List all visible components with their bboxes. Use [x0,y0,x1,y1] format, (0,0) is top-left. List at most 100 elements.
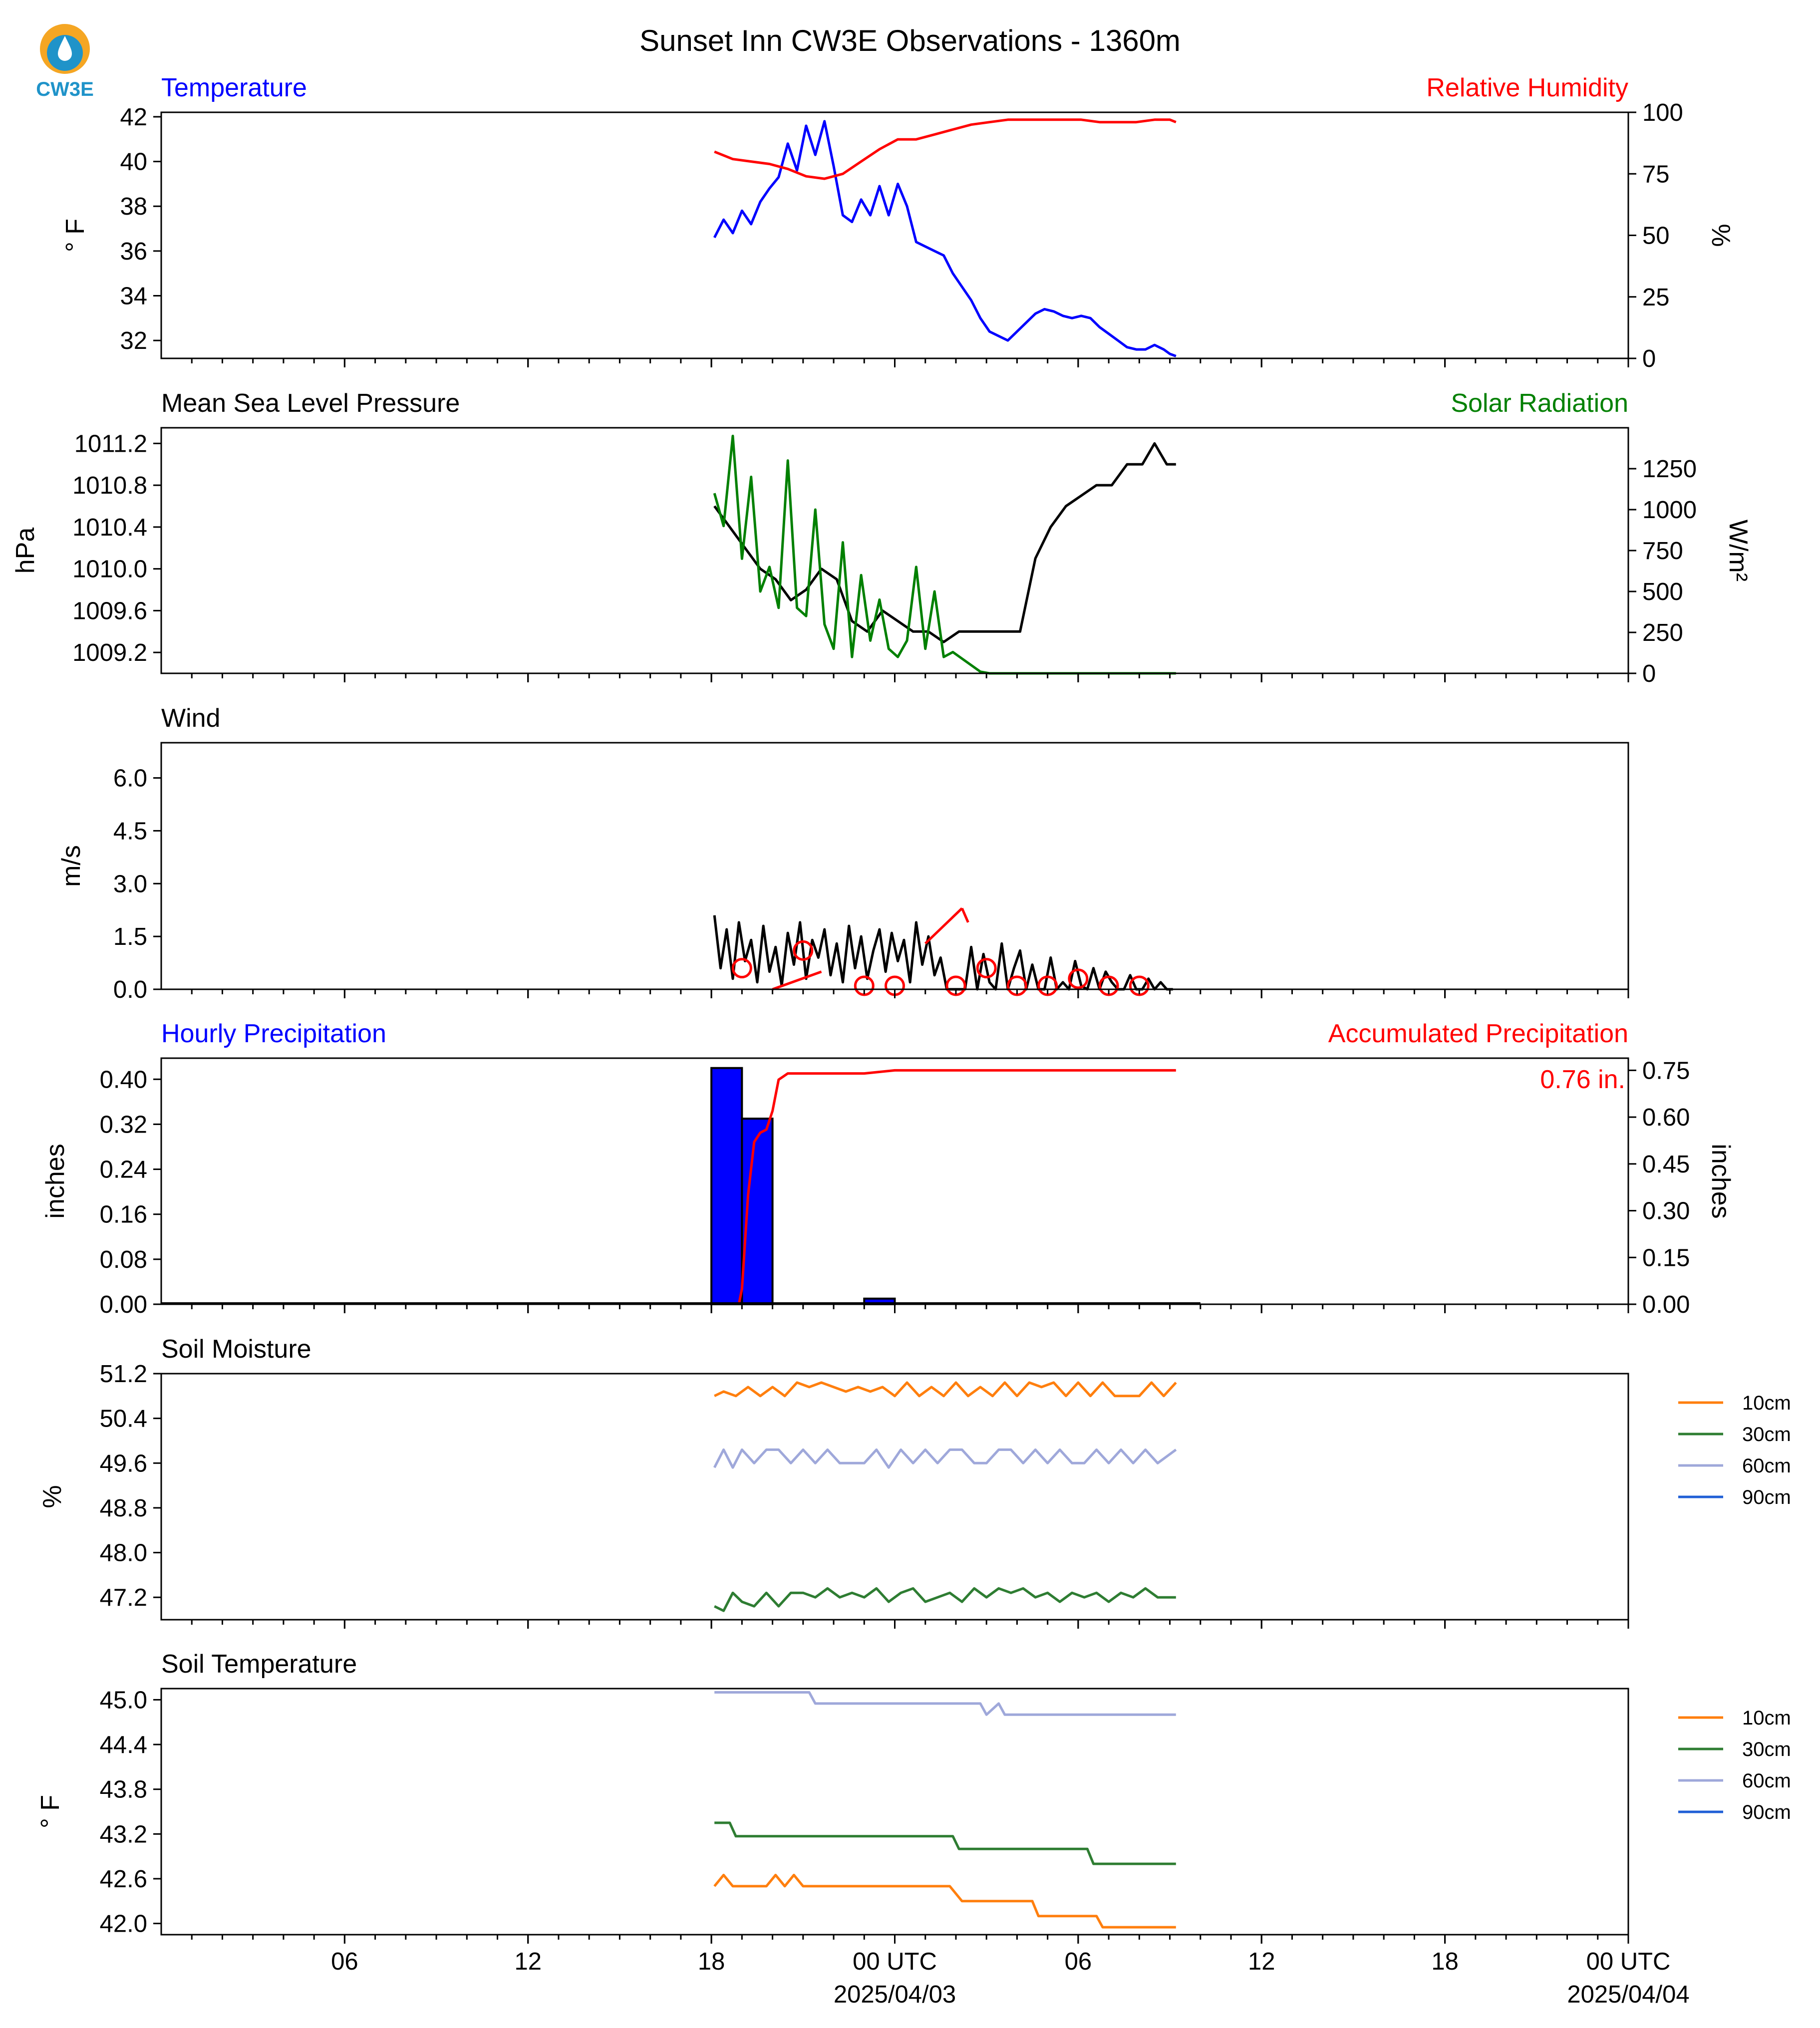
series-line-60cm [713,1448,1177,1469]
series-line-relative-humidity [714,118,1177,180]
panel-soil_temperature: Soil Temperature 42.0 42.6 43.2 43.8 44.4 45.0… [36,1650,1791,1944]
water-drop-icon [58,36,72,61]
panels: Temperature Relative Humidity 32 34 36 38 40 42… [11,73,1791,2008]
y-tick-label-left: 48.8 [100,1495,147,1522]
wind-calm-marker [976,958,997,979]
y-tick-label-left: 32 [120,327,147,354]
logo-text: CW3E [36,78,94,100]
series-line-accumulated-precipitation [737,1069,1176,1305]
plot-area [713,434,1176,675]
y-tick-label-left: 50.4 [100,1406,147,1433]
y-tick-label-left: 49.6 [100,1450,147,1477]
y-tick-label-left: 43.8 [100,1776,147,1803]
wind-calm-marker [731,958,752,979]
panel-frame [160,1688,1629,1936]
y-tick-label-left: 1.5 [113,923,147,950]
x-tick-label: 12 [514,1948,542,1975]
series-line-30cm [714,1587,1176,1612]
x-tick-label: 00 UTC [1586,1948,1671,1975]
y-tick-label-right: 0.60 [1642,1104,1690,1131]
panel-title-right: Solar Radiation [1451,389,1628,418]
plot-area [713,1691,1176,1929]
panel-frame [160,427,1629,674]
y-tick-label-right: 0 [1642,345,1656,372]
legend-label: 60cm [1742,1770,1791,1792]
wind-barb [772,970,822,991]
series-line-wind-speed [713,915,1173,991]
panel-frame [160,1057,1629,1305]
wind-calm-marker [793,940,814,961]
y-tick-label-left: 38 [120,193,147,220]
wind-calm-marker [1037,975,1058,996]
y-axis-label-left: ° F [36,1795,65,1828]
plot-area [713,118,1177,357]
plot-area [713,1381,1177,1612]
legend-label: 30cm [1742,1424,1791,1446]
legend: 10cm 30cm 60cm 90cm [1678,1392,1791,1508]
panel-precip: Hourly Precipitation Accumulated Precipit… [41,1019,1735,1318]
series-line-60cm [714,1691,1176,1716]
x-tick-label: 06 [331,1948,358,1975]
wind-barb [924,907,963,945]
plot-area [161,1067,1201,1306]
y-tick-label-left: 1009.2 [72,639,147,666]
y-tick-label-left: 0.24 [100,1157,147,1183]
wind-calm-marker [1068,968,1089,989]
wind-calm-marker [945,975,966,996]
y-tick-label-right: 0.75 [1642,1057,1690,1084]
y-tick-label-left: 47.2 [100,1584,147,1611]
series-line-30cm [714,1821,1176,1865]
y-tick-label-left: 51.2 [100,1361,147,1388]
legend-label: 30cm [1742,1738,1791,1760]
x-tick-date-label: 2025/04/03 [834,1981,956,2008]
panel-title-right: Accumulated Precipitation [1328,1019,1628,1048]
series-line-temperature [713,120,1177,357]
y-axis-label-left: inches [41,1144,70,1218]
legend-label: 10cm [1742,1392,1791,1414]
y-tick-label-right: 0.45 [1642,1151,1690,1178]
chart-title: Sunset Inn CW3E Observations - 1360m [639,24,1181,57]
legend-label: 90cm [1742,1486,1791,1508]
y-tick-label-left: 40 [120,149,147,176]
wind-calm-marker [854,975,875,996]
y-tick-label-right: 0.30 [1642,1198,1690,1225]
series-line-solar-radiation [713,434,1176,675]
x-tick-date-label: 2025/04/04 [1567,1981,1689,2008]
y-tick-label-right: 0.15 [1642,1244,1690,1271]
panel-title-left: Soil Temperature [161,1650,357,1679]
y-tick-label-right: 50 [1642,223,1670,250]
wind-barb [960,907,969,923]
y-axis-label-left: m/s [57,845,86,887]
y-tick-label-left: 0.00 [100,1291,147,1318]
y-tick-label-right: 1000 [1642,497,1697,524]
y-tick-label-left: 42.6 [100,1866,147,1893]
y-tick-label-left: 0.08 [100,1246,147,1273]
y-tick-label-left: 36 [120,238,147,265]
panel-title-left: Hourly Precipitation [161,1019,386,1048]
y-tick-label-right: 25 [1642,284,1670,311]
panel-pressure: Mean Sea Level Pressure Solar Radiation 10… [11,389,1753,687]
y-tick-label-right: 500 [1642,579,1683,605]
x-tick-label: 06 [1065,1948,1092,1975]
y-tick-label-right: 0 [1642,660,1656,687]
y-tick-label-left: 42 [120,104,147,131]
accumulated-total-label: 0.76 in. [1540,1065,1625,1094]
y-tick-label-right: 250 [1642,619,1683,646]
panel-title-left: Wind [161,704,220,733]
panel-title-left: Temperature [161,73,307,102]
y-tick-label-left: 1009.6 [72,597,147,624]
y-tick-label-left: 44.4 [100,1732,147,1758]
y-tick-label-right: 750 [1642,538,1683,565]
panel-wind: Wind 0.0 1.5 3.0 4.5 6.0 m/s [57,704,1629,1003]
legend-label: 10cm [1742,1707,1791,1729]
y-tick-label-left: 0.32 [100,1111,147,1138]
y-tick-label-left: 4.5 [113,818,147,845]
panel-temperature: Temperature Relative Humidity 32 34 36 38 40 42… [61,73,1735,372]
y-tick-label-right: 1250 [1642,456,1697,483]
y-axis-label-left: ° F [61,219,90,252]
y-tick-label-left: 34 [120,283,147,310]
panel-title-left: Soil Moisture [161,1335,311,1364]
y-axis-label-left: % [38,1485,67,1508]
y-tick-label-left: 6.0 [113,765,147,792]
y-tick-label-left: 0.16 [100,1201,147,1228]
